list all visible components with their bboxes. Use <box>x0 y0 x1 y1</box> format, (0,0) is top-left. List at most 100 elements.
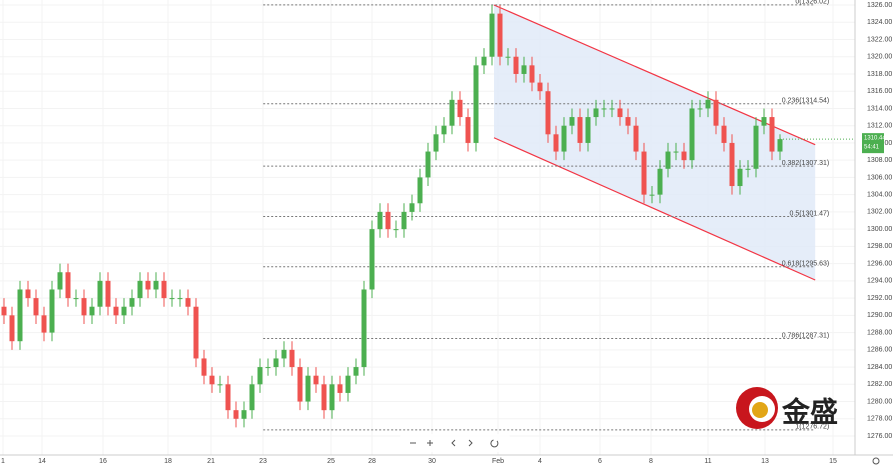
candle-body <box>257 367 263 385</box>
candle-body <box>401 211 407 230</box>
candle-body <box>353 367 359 376</box>
candle-body <box>345 375 351 393</box>
x-tick-label: 6 <box>598 458 602 465</box>
y-tick-label: 1292.00 <box>867 295 892 302</box>
fib-label: 0.236(1314.54) <box>782 98 829 105</box>
candle-body <box>313 375 319 385</box>
fib-label: 0.618(1295.63) <box>782 261 829 268</box>
candle-body <box>145 280 151 290</box>
x-tick-label: 1 <box>1 458 5 465</box>
candle-body <box>177 298 183 300</box>
candle-body <box>25 289 31 299</box>
x-tick-label: 30 <box>428 458 436 465</box>
candle-body <box>617 108 623 118</box>
logo: 金盛 <box>736 387 838 429</box>
settings[interactable] <box>872 457 880 465</box>
candle-body <box>201 358 207 376</box>
y-tick-label: 1312.00 <box>867 123 892 130</box>
candle-body <box>457 99 463 118</box>
candle-body <box>1 306 7 316</box>
candle-body <box>17 289 23 342</box>
candle-body <box>537 82 543 92</box>
candle-body <box>217 384 223 386</box>
x-tick-label: 28 <box>368 458 376 465</box>
candle-body <box>153 280 159 290</box>
candle-body <box>665 151 671 169</box>
zoom-in[interactable] <box>427 440 433 446</box>
candle-body <box>777 139 783 152</box>
candle-body <box>241 410 247 419</box>
x-tick-label: 4 <box>538 458 542 465</box>
candle-body <box>545 91 551 135</box>
candle-body <box>697 108 703 110</box>
candle-body <box>417 177 423 204</box>
x-tick-label: 11 <box>704 458 711 465</box>
scroll-left[interactable] <box>451 439 456 447</box>
fib-label: 0(1326.02) <box>795 0 829 6</box>
last-price-box <box>862 133 884 154</box>
y-tick-label: 1288.00 <box>867 329 892 336</box>
candle-body <box>681 151 687 161</box>
candle-body <box>705 99 711 109</box>
y-tick-label: 1298.00 <box>867 243 892 250</box>
candle-body <box>185 298 191 307</box>
candle-body <box>321 384 327 411</box>
candle-body <box>57 272 63 290</box>
candle-body <box>497 13 503 57</box>
candle-body <box>753 125 759 169</box>
candle-body <box>761 117 767 126</box>
watermark: 金盛 <box>781 395 838 427</box>
y-tick-label: 1278.00 <box>867 416 892 423</box>
candle-body <box>385 211 391 230</box>
candle-body <box>281 349 287 359</box>
candle-body <box>585 117 591 143</box>
candle-body <box>65 272 71 299</box>
candle-body <box>81 298 87 316</box>
candle-body <box>641 151 647 195</box>
candle-body <box>369 229 375 290</box>
candle-body <box>521 65 527 74</box>
y-tick-label: 1320.00 <box>867 54 892 61</box>
candle-body <box>449 99 455 126</box>
channel-line <box>493 137 816 281</box>
candle-body <box>105 280 111 307</box>
logo-core <box>752 402 768 418</box>
y-tick-label: 1284.00 <box>867 364 892 371</box>
candle-body <box>265 367 271 369</box>
x-tick-label: 18 <box>164 458 172 465</box>
y-tick-label: 1322.00 <box>867 36 892 43</box>
fib-label: 0.382(1307.31) <box>782 160 829 167</box>
candle-body <box>425 151 431 178</box>
x-tick-label: 16 <box>99 458 107 465</box>
candle-body <box>121 306 127 316</box>
candle-body <box>233 410 239 419</box>
y-tick-label: 1282.00 <box>867 381 892 388</box>
candle-body <box>393 229 399 231</box>
candle-body <box>657 168 663 195</box>
candle-body <box>209 375 215 385</box>
candle-body <box>473 65 479 143</box>
x-tick-label: 15 <box>829 458 837 465</box>
candle-body <box>329 384 335 411</box>
y-tick-label: 1290.00 <box>867 312 892 319</box>
candle-body <box>361 289 367 368</box>
scroll-right[interactable] <box>468 439 473 447</box>
candle-body <box>553 134 559 152</box>
candle-body <box>569 117 575 126</box>
y-tick-label: 1296.00 <box>867 260 892 267</box>
candle-body <box>577 117 583 143</box>
candle-body <box>489 13 495 57</box>
candle-body <box>625 117 631 126</box>
candle-body <box>97 280 103 307</box>
candle-body <box>465 117 471 143</box>
y-tick-label: 1314.00 <box>867 105 892 112</box>
candle-body <box>33 298 39 316</box>
last-price-label: 1310.44 <box>864 136 886 142</box>
candle-body <box>89 306 95 316</box>
channel-fill <box>494 5 816 280</box>
candle-body <box>505 56 511 58</box>
y-tick-label: 1286.00 <box>867 347 892 354</box>
x-tick-label: 21 <box>207 458 215 465</box>
fib-label: 0.786(1287.31) <box>782 332 829 339</box>
reset[interactable] <box>490 439 499 448</box>
